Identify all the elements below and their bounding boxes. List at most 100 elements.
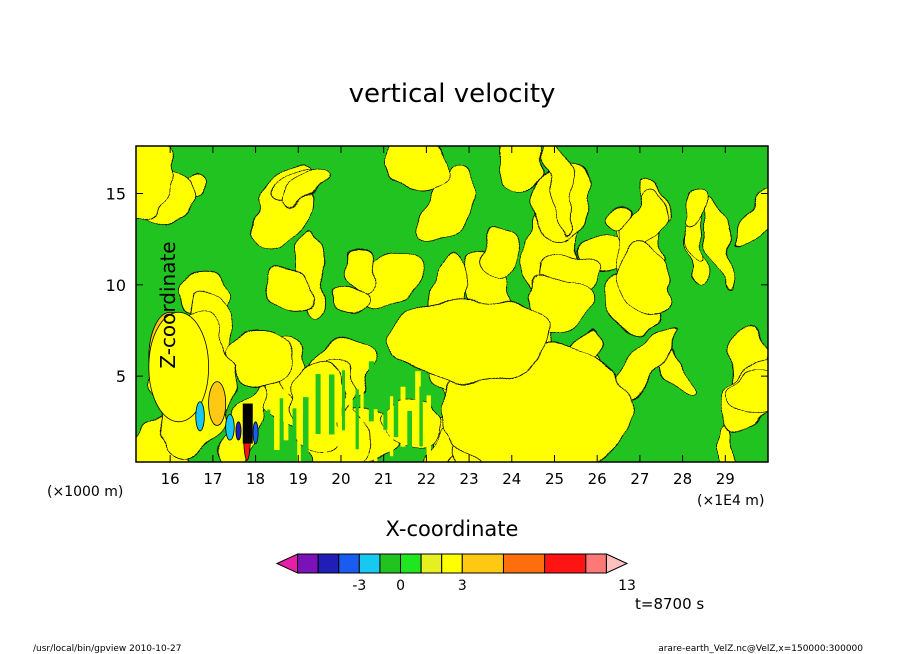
- x-tick-label: 23: [460, 470, 479, 488]
- streak-mark: [393, 377, 399, 438]
- streak-mark: [419, 386, 423, 447]
- updraft-blob: [148, 311, 209, 423]
- colorbar-swatch: [441, 553, 463, 574]
- streak-mark: [341, 370, 346, 431]
- streak-mark: [267, 409, 271, 462]
- streak-mark: [297, 407, 301, 462]
- positive-region: [282, 171, 334, 207]
- x-tick-label: 28: [673, 470, 692, 488]
- colorbar-swatch: [379, 553, 402, 574]
- axis-ticks: 16 17 18 19 20 21 22 23 24 25 26 27 28 29 5 10 15: [106, 146, 768, 488]
- colorbar-swatch: [317, 553, 340, 574]
- streak-mark: [407, 410, 413, 462]
- streak-mark: [323, 411, 327, 462]
- x-tick-label: 24: [502, 470, 521, 488]
- y-tick-label: 15: [106, 184, 126, 203]
- x-tick-label: 29: [716, 470, 735, 488]
- plot-frame: [135, 145, 769, 463]
- colorbar-tick-label: 13: [618, 578, 636, 594]
- streak-mark: [383, 369, 388, 430]
- colorbar-swatch: [275, 553, 299, 574]
- positive-region: [706, 200, 735, 291]
- x-tick-label: 22: [417, 470, 436, 488]
- colorbar-tick-label: -3: [352, 578, 366, 594]
- colorbar-tick-label: 3: [458, 578, 467, 594]
- y-tick-label: 5: [116, 367, 126, 386]
- max-updraft-core: [242, 403, 253, 444]
- updraft-blob: [225, 414, 235, 441]
- positive-region: [733, 189, 768, 246]
- colorbar-tick-label: 0: [396, 578, 405, 594]
- colorbar-swatch: [502, 553, 546, 574]
- colorbar-swatch: [400, 553, 422, 574]
- streak-mark: [279, 398, 284, 459]
- streak-mark: [389, 396, 394, 457]
- positive-region: [343, 243, 379, 287]
- positive-region: [420, 171, 475, 241]
- streak-mark: [329, 374, 335, 435]
- x-tick-label: 18: [246, 470, 265, 488]
- positive-region: [388, 299, 550, 381]
- colorbar: -3 0 3 13: [275, 553, 636, 594]
- streak-mark: [415, 371, 421, 432]
- streak-mark: [426, 395, 431, 456]
- chart-title: vertical velocity: [349, 79, 556, 109]
- x-unit-left: (×1000 m): [47, 484, 123, 500]
- positive-region: [261, 264, 318, 314]
- streak-mark: [309, 386, 316, 447]
- x-tick-label: 19: [289, 470, 308, 488]
- positive-region: [136, 146, 173, 221]
- positive-region: [480, 227, 521, 283]
- x-tick-label: 26: [588, 470, 607, 488]
- streak-mark: [400, 386, 406, 447]
- streak-mark: [355, 389, 359, 450]
- x-tick-label: 25: [545, 470, 564, 488]
- positive-region: [333, 283, 375, 311]
- x-tick-label: 21: [374, 470, 393, 488]
- positive-region: [606, 203, 633, 231]
- velocity-field: [136, 146, 768, 462]
- streak-mark: [283, 380, 289, 441]
- updraft-blob: [235, 421, 242, 441]
- colorbar-swatch: [358, 553, 381, 574]
- streak-mark: [348, 395, 353, 456]
- updraft-blob: [208, 381, 227, 426]
- colorbar-swatch: [585, 553, 607, 574]
- positive-region: [621, 249, 674, 319]
- x-unit-right: (×1E4 m): [697, 493, 764, 509]
- x-tick-label: 16: [161, 470, 180, 488]
- x-tick-label: 20: [331, 470, 350, 488]
- positive-region: [728, 368, 768, 422]
- y-tick-label: 10: [106, 276, 126, 295]
- positive-region: [495, 146, 547, 187]
- x-axis-label: X-coordinate: [386, 517, 519, 541]
- colorbar-swatch: [420, 553, 443, 574]
- plot-area: 16 17 18 19 20 21 22 23 24 25 26 27 28 29 5 10 15: [106, 145, 769, 488]
- updraft-blob: [252, 421, 259, 445]
- updraft-blob: [195, 401, 205, 432]
- x-tick-label: 27: [630, 470, 649, 488]
- positive-region: [384, 146, 450, 192]
- y-axis-label: Z-coordinate: [156, 241, 180, 368]
- streak-mark: [368, 361, 375, 422]
- streak-mark: [360, 363, 364, 424]
- streak-mark: [315, 374, 321, 435]
- time-label: t=8700 s: [635, 595, 704, 613]
- streak-mark: [337, 400, 342, 461]
- streak-mark: [302, 397, 309, 458]
- colorbar-swatch: [461, 553, 504, 574]
- colorbar-swatch: [544, 553, 587, 574]
- footer-left: /usr/local/bin/gpview 2010-10-27: [33, 644, 181, 654]
- x-tick-label: 17: [203, 470, 222, 488]
- footer-right: arare-earth_VelZ.nc@VelZ,x=150000:300000: [658, 644, 863, 654]
- streak-mark: [292, 408, 297, 462]
- updraft-layer: [148, 311, 259, 461]
- streak-mark: [373, 409, 378, 462]
- positive-region: [546, 146, 575, 234]
- colorbar-swatch: [605, 553, 629, 574]
- colorbar-swatch: [297, 553, 319, 574]
- positive-region: [682, 192, 712, 228]
- streak-mark: [274, 390, 280, 451]
- colorbar-swatch: [338, 553, 360, 574]
